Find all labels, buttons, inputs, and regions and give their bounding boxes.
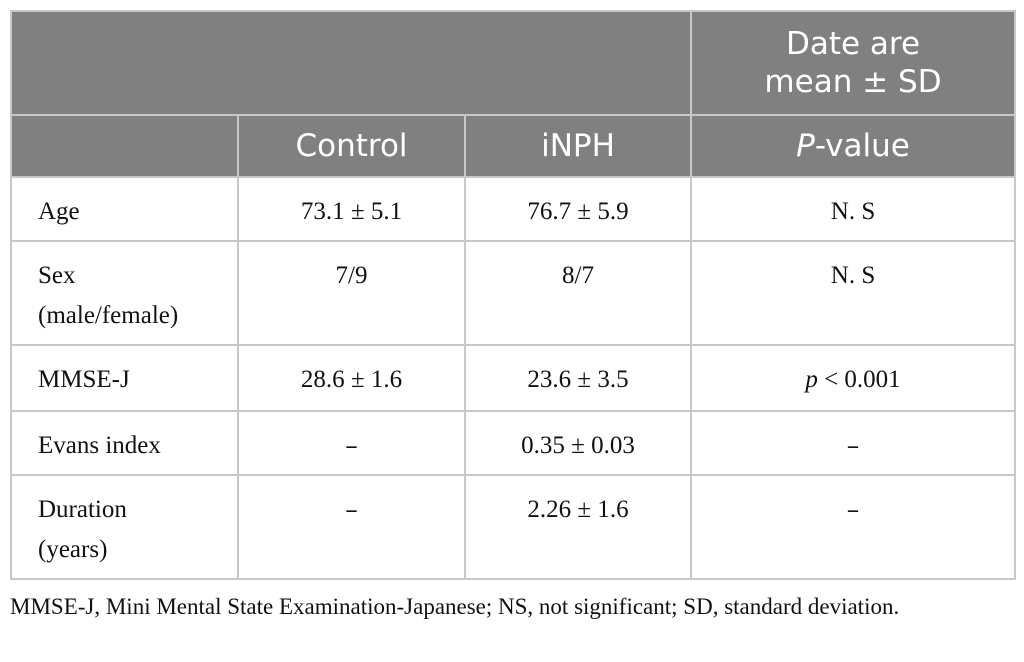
cell-control: 73.1 ± 5.1 — [237, 176, 466, 242]
row-label-line2: (male/female) — [38, 302, 179, 329]
cell-p-value: N. S — [690, 240, 1016, 346]
cell-inph: 0.35 ± 0.03 — [464, 410, 692, 476]
data-table-container: Date are mean ± SD Control iNPH P-value … — [10, 10, 1016, 580]
cell-p-value: – — [690, 410, 1016, 476]
table-row: Age 73.1 ± 5.1 76.7 ± 5.9 N. S — [10, 176, 1016, 242]
cell-control: – — [237, 410, 466, 476]
cell-p-italic: p — [805, 366, 818, 393]
data-table: Date are mean ± SD Control iNPH P-value … — [10, 10, 1016, 580]
row-label-line1: Age — [38, 198, 80, 225]
row-label-line1: Sex — [38, 262, 76, 289]
stat-note-line1: Date are — [785, 26, 921, 62]
row-label: Duration (years) — [10, 474, 239, 580]
row-label-line1: Duration — [38, 496, 127, 523]
cell-p-rest: < 0.001 — [817, 366, 901, 393]
cell-p-value: – — [690, 474, 1016, 580]
header-p-rest: -value — [814, 128, 910, 164]
table-row: Duration (years) – 2.26 ± 1.6 – — [10, 474, 1016, 580]
table-row: Sex (male/female) 7/9 8/7 N. S — [10, 240, 1016, 346]
cell-p-value: p < 0.001 — [690, 344, 1016, 412]
header-inph: iNPH — [464, 114, 692, 178]
cell-inph: 76.7 ± 5.9 — [464, 176, 692, 242]
row-label: Sex (male/female) — [10, 240, 239, 346]
stat-note-line2: mean ± SD — [764, 64, 942, 100]
header-row-columns: Control iNPH P-value — [10, 114, 1016, 178]
cell-inph: 2.26 ± 1.6 — [464, 474, 692, 580]
table-body: Age 73.1 ± 5.1 76.7 ± 5.9 N. S Sex (male… — [10, 176, 1016, 580]
row-label: Age — [10, 176, 239, 242]
row-label-line1: Evans index — [38, 432, 161, 459]
table-row: MMSE-J 28.6 ± 1.6 23.6 ± 3.5 p < 0.001 — [10, 344, 1016, 412]
table-row: Evans index – 0.35 ± 0.03 – — [10, 410, 1016, 476]
cell-control: 28.6 ± 1.6 — [237, 344, 466, 412]
header-blank-cell — [10, 10, 692, 116]
row-label-line2: (years) — [38, 536, 108, 563]
row-label: Evans index — [10, 410, 239, 476]
header-stat-note: Date are mean ± SD — [690, 10, 1016, 116]
cell-p-value: N. S — [690, 176, 1016, 242]
header-p-value: P-value — [690, 114, 1016, 178]
header-label-blank — [10, 114, 239, 178]
row-label-line1: MMSE-J — [38, 366, 130, 393]
cell-inph: 23.6 ± 3.5 — [464, 344, 692, 412]
header-p-italic: P — [796, 128, 815, 164]
cell-control: – — [237, 474, 466, 580]
cell-control: 7/9 — [237, 240, 466, 346]
row-label: MMSE-J — [10, 344, 239, 412]
header-row-top: Date are mean ± SD — [10, 10, 1016, 116]
cell-inph: 8/7 — [464, 240, 692, 346]
table-header: Date are mean ± SD Control iNPH P-value — [10, 10, 1016, 178]
header-control: Control — [237, 114, 466, 178]
table-footnote: MMSE-J, Mini Mental State Examination-Ja… — [10, 594, 900, 619]
